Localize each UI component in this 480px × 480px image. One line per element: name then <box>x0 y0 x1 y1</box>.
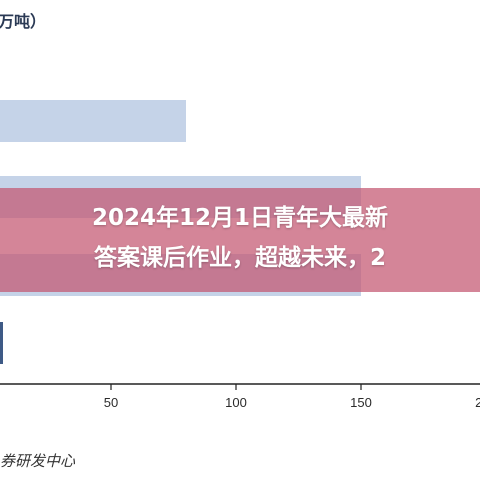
overlay-banner <box>0 188 480 292</box>
bar-dark-0 <box>0 322 3 364</box>
overlay-title-line-1: 2024年12月1日青年大最新 <box>91 205 389 231</box>
x-tick-label-0: 50 <box>104 395 118 410</box>
x-tick-labels: 50 100 150 200 <box>104 395 480 410</box>
bar-light-0 <box>0 100 186 142</box>
source-label: 券研发中心 <box>0 452 76 470</box>
x-axis-ticks <box>110 384 362 390</box>
x-tick-label-1: 100 <box>225 395 247 410</box>
overlay-title: 2024年12月1日青年大最新 答案课后作业，超越未来，2 <box>0 198 480 278</box>
x-tick-label-3: 200 <box>475 395 480 410</box>
unit-label: 万吨） <box>0 12 47 31</box>
x-tick-label-2: 150 <box>350 395 372 410</box>
overlay-title-line-2: 答案课后作业，超越未来，2 <box>93 245 386 271</box>
